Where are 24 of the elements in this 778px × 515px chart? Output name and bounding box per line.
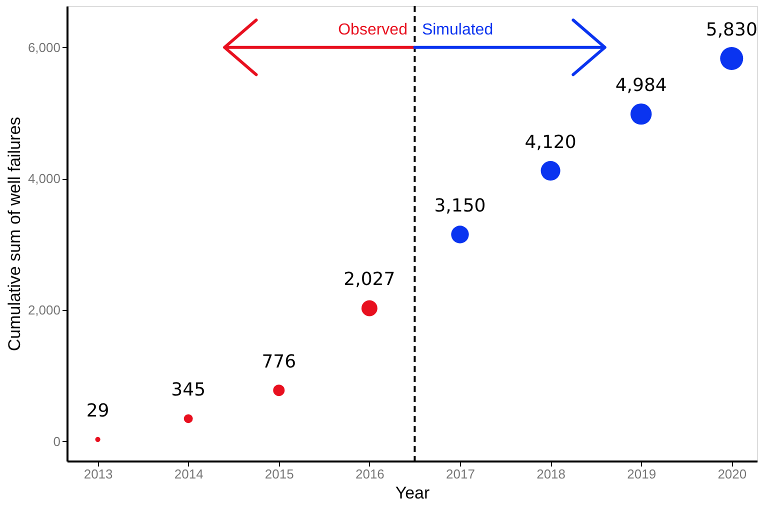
y-tick-label: 2,000 bbox=[28, 302, 60, 318]
data-label: 776 bbox=[262, 351, 296, 372]
x-tick-label: 2019 bbox=[627, 466, 656, 482]
x-tick-label: 2018 bbox=[536, 466, 566, 482]
text: Observed bbox=[338, 21, 408, 38]
x-tick-label: 2013 bbox=[84, 466, 113, 482]
x-tick-label: 2017 bbox=[446, 466, 475, 482]
data-label: 5,830 bbox=[706, 20, 758, 41]
x-axis-title: Year bbox=[395, 484, 430, 502]
x-tick-label: 2020 bbox=[718, 466, 747, 482]
x-tick-label: 2015 bbox=[264, 466, 294, 482]
x-tick-label: 2014 bbox=[174, 466, 204, 482]
data-label: 4,120 bbox=[524, 132, 576, 153]
y-axis-title: Cumulative sum of well failures bbox=[4, 116, 24, 352]
x-tick-label: 2016 bbox=[355, 466, 384, 482]
text: Simulated bbox=[422, 21, 494, 38]
y-tick-label: 4,000 bbox=[28, 171, 60, 186]
y-tick-label: 0 bbox=[53, 434, 60, 449]
data-label: 3,150 bbox=[434, 195, 486, 216]
data-label: 345 bbox=[171, 380, 206, 401]
data-label: 29 bbox=[86, 400, 110, 422]
data-label: 4,984 bbox=[615, 75, 667, 96]
data-label: 2,027 bbox=[344, 269, 396, 290]
y-tick-label: 6,000 bbox=[28, 40, 60, 55]
